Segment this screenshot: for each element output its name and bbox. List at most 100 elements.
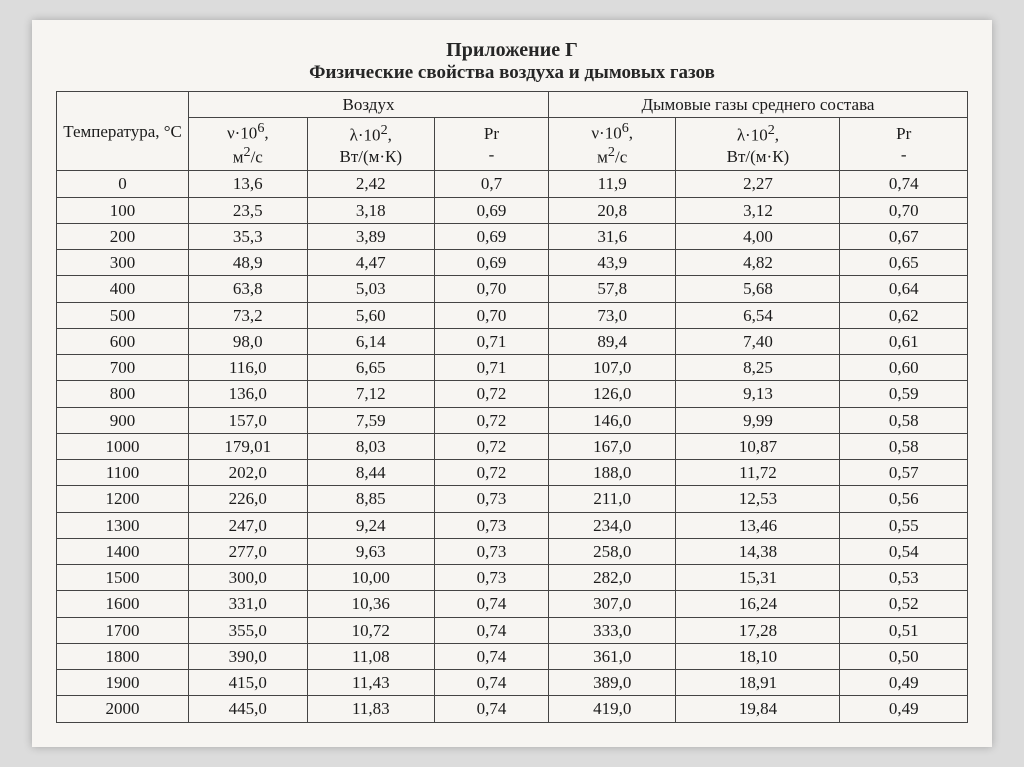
cell-air-pr: 0,74 [435,643,549,669]
cell-gas-pr: 0,67 [840,223,968,249]
cell-temp: 1700 [57,617,189,643]
table-row: 1500300,010,000,73282,015,310,53 [57,565,968,591]
table-row: 1800390,011,080,74361,018,100,50 [57,643,968,669]
cell-air-pr: 0,70 [435,302,549,328]
cell-air-lambda: 10,36 [307,591,435,617]
cell-air-nu: 13,6 [189,171,307,197]
cell-gas-pr: 0,49 [840,696,968,722]
cell-gas-pr: 0,52 [840,591,968,617]
cell-gas-nu: 89,4 [548,328,676,354]
table-row: 50073,25,600,7073,06,540,62 [57,302,968,328]
cell-air-pr: 0,74 [435,670,549,696]
cell-gas-pr: 0,55 [840,512,968,538]
cell-air-pr: 0,71 [435,328,549,354]
cell-gas-pr: 0,65 [840,250,968,276]
table-row: 20035,33,890,6931,64,000,67 [57,223,968,249]
cell-air-nu: 98,0 [189,328,307,354]
cell-gas-nu: 31,6 [548,223,676,249]
cell-air-lambda: 3,89 [307,223,435,249]
col-air-nu: ν·106,м2/с [189,118,307,171]
cell-gas-nu: 307,0 [548,591,676,617]
cell-gas-nu: 107,0 [548,355,676,381]
cell-air-pr: 0,74 [435,617,549,643]
cell-gas-nu: 419,0 [548,696,676,722]
table-body: 013,62,420,711,92,270,7410023,53,180,692… [57,171,968,722]
cell-air-lambda: 11,08 [307,643,435,669]
cell-air-nu: 247,0 [189,512,307,538]
table-row: 013,62,420,711,92,270,74 [57,171,968,197]
table-row: 60098,06,140,7189,47,400,61 [57,328,968,354]
subtitle: Физические свойства воздуха и дымовых га… [56,62,968,85]
table-row: 1200226,08,850,73211,012,530,56 [57,486,968,512]
table-row: 10023,53,180,6920,83,120,70 [57,197,968,223]
cell-air-nu: 63,8 [189,276,307,302]
cell-temp: 400 [57,276,189,302]
cell-gas-pr: 0,61 [840,328,968,354]
cell-air-lambda: 3,18 [307,197,435,223]
table-row: 900157,07,590,72146,09,990,58 [57,407,968,433]
cell-gas-lambda: 9,99 [676,407,840,433]
cell-air-pr: 0,69 [435,250,549,276]
cell-air-pr: 0,7 [435,171,549,197]
cell-gas-pr: 0,50 [840,643,968,669]
cell-gas-lambda: 9,13 [676,381,840,407]
cell-gas-nu: 126,0 [548,381,676,407]
col-group-gas: Дымовые газы среднего состава [548,92,967,118]
cell-air-nu: 136,0 [189,381,307,407]
cell-gas-lambda: 18,91 [676,670,840,696]
cell-gas-lambda: 15,31 [676,565,840,591]
cell-air-lambda: 2,42 [307,171,435,197]
cell-air-nu: 355,0 [189,617,307,643]
cell-gas-lambda: 17,28 [676,617,840,643]
cell-air-lambda: 10,72 [307,617,435,643]
cell-air-pr: 0,72 [435,460,549,486]
cell-gas-nu: 389,0 [548,670,676,696]
cell-temp: 1400 [57,538,189,564]
cell-air-lambda: 10,00 [307,565,435,591]
cell-gas-lambda: 4,82 [676,250,840,276]
cell-air-lambda: 6,65 [307,355,435,381]
table-row: 1100202,08,440,72188,011,720,57 [57,460,968,486]
cell-temp: 0 [57,171,189,197]
cell-temp: 1500 [57,565,189,591]
cell-gas-nu: 258,0 [548,538,676,564]
cell-air-nu: 445,0 [189,696,307,722]
cell-air-nu: 73,2 [189,302,307,328]
cell-gas-nu: 333,0 [548,617,676,643]
cell-air-nu: 35,3 [189,223,307,249]
cell-air-pr: 0,73 [435,512,549,538]
col-air-lambda: λ·102,Вт/(м·К) [307,118,435,171]
cell-air-lambda: 4,47 [307,250,435,276]
cell-air-nu: 179,01 [189,433,307,459]
cell-air-pr: 0,73 [435,538,549,564]
cell-gas-nu: 211,0 [548,486,676,512]
cell-temp: 700 [57,355,189,381]
cell-air-lambda: 11,83 [307,696,435,722]
cell-temp: 500 [57,302,189,328]
cell-air-lambda: 8,85 [307,486,435,512]
cell-air-nu: 157,0 [189,407,307,433]
cell-temp: 300 [57,250,189,276]
cell-temp: 800 [57,381,189,407]
cell-air-lambda: 7,12 [307,381,435,407]
title: Приложение Г [56,38,968,62]
cell-temp: 100 [57,197,189,223]
cell-gas-lambda: 5,68 [676,276,840,302]
cell-air-lambda: 5,03 [307,276,435,302]
cell-air-pr: 0,72 [435,381,549,407]
cell-gas-pr: 0,59 [840,381,968,407]
col-gas-pr: Pr- [840,118,968,171]
cell-air-nu: 226,0 [189,486,307,512]
cell-gas-pr: 0,74 [840,171,968,197]
cell-gas-nu: 43,9 [548,250,676,276]
col-gas-lambda: λ·102,Вт/(м·К) [676,118,840,171]
cell-air-lambda: 9,63 [307,538,435,564]
cell-air-lambda: 5,60 [307,302,435,328]
cell-gas-lambda: 6,54 [676,302,840,328]
cell-air-nu: 23,5 [189,197,307,223]
cell-temp: 1600 [57,591,189,617]
cell-air-nu: 415,0 [189,670,307,696]
cell-air-pr: 0,69 [435,223,549,249]
cell-air-lambda: 8,44 [307,460,435,486]
cell-gas-nu: 188,0 [548,460,676,486]
